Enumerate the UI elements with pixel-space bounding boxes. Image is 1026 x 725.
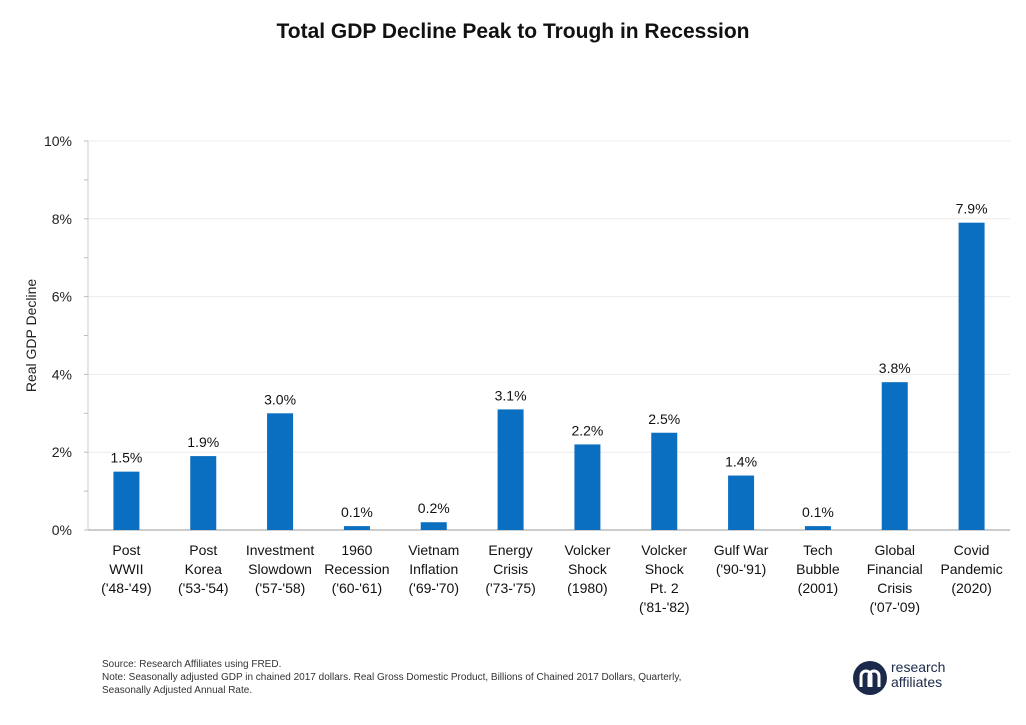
bar-chart: 0% 2% 4% 6% 8% 10% Real GDP Decline 1.5% Post WWI… bbox=[23, 133, 1010, 615]
bar bbox=[958, 222, 985, 530]
x-tick-label: Pt. 2 bbox=[650, 580, 679, 596]
data-label: 2.5% bbox=[648, 411, 680, 427]
x-tick-label: ('69-'70) bbox=[409, 580, 459, 596]
y-tick-label: 10% bbox=[44, 133, 72, 149]
x-tick-label: Volcker bbox=[564, 542, 610, 558]
x-tick-label: (2020) bbox=[951, 580, 991, 596]
data-label: 7.9% bbox=[956, 201, 988, 217]
bar bbox=[804, 526, 831, 530]
x-tick-label: (1980) bbox=[567, 580, 607, 596]
data-label: 2.2% bbox=[571, 422, 603, 438]
data-label: 3.0% bbox=[264, 391, 296, 407]
x-tick-label: Post bbox=[189, 542, 217, 558]
bar bbox=[574, 444, 601, 530]
data-label: 0.1% bbox=[341, 504, 373, 520]
x-tick-label: Global bbox=[875, 542, 915, 558]
x-tick-label: WWII bbox=[109, 561, 143, 577]
x-tick-label: ('90-'91) bbox=[716, 561, 766, 577]
x-tick-label: Energy bbox=[488, 542, 532, 558]
bar bbox=[728, 475, 755, 530]
y-tick-label: 4% bbox=[52, 366, 72, 382]
bar bbox=[420, 522, 447, 530]
research-affiliates-logo: research affiliates bbox=[850, 658, 970, 698]
research-affiliates-logo-icon bbox=[853, 661, 887, 695]
x-tick-label: Financial bbox=[867, 561, 923, 577]
x-tick-label: Investment bbox=[246, 542, 315, 558]
x-tick-label: Korea bbox=[185, 561, 223, 577]
x-tick-label: ('60-'61) bbox=[332, 580, 382, 596]
x-tick-label: Bubble bbox=[796, 561, 840, 577]
source-text: Source: Research Affiliates using FRED. bbox=[102, 659, 282, 670]
bar bbox=[343, 526, 370, 530]
y-axis-label: Real GDP Decline bbox=[23, 279, 39, 393]
x-tick-label: ('81-'82) bbox=[639, 599, 689, 615]
data-label: 1.9% bbox=[187, 434, 219, 450]
x-tick-label: Shock bbox=[568, 561, 608, 577]
x-tick-label: Volcker bbox=[641, 542, 687, 558]
bar bbox=[881, 382, 908, 530]
data-label: 1.4% bbox=[725, 454, 757, 470]
x-tick-label: ('48-'49) bbox=[101, 580, 151, 596]
bar bbox=[190, 456, 217, 530]
x-tick-label: ('07-'09) bbox=[870, 599, 920, 615]
x-tick-label: Pandemic bbox=[940, 561, 1002, 577]
x-tick-label: Gulf War bbox=[714, 542, 769, 558]
x-tick-label: Inflation bbox=[409, 561, 458, 577]
x-tick-label: Covid bbox=[954, 542, 990, 558]
x-tick-label: Vietnam bbox=[408, 542, 459, 558]
note-text-line2: Seasonally Adjusted Annual Rate. bbox=[102, 685, 253, 696]
x-tick-label: Crisis bbox=[493, 561, 528, 577]
footnote: Source: Research Affiliates using FRED. … bbox=[102, 658, 681, 697]
logo-text-affiliates: affiliates bbox=[891, 674, 943, 690]
x-tick-label: ('57-'58) bbox=[255, 580, 305, 596]
x-tick-label: Post bbox=[112, 542, 140, 558]
chart-title: Total GDP Decline Peak to Trough in Rece… bbox=[276, 20, 750, 43]
data-label: 0.1% bbox=[802, 504, 834, 520]
x-tick-label: ('53-'54) bbox=[178, 580, 228, 596]
x-tick-label: Shock bbox=[645, 561, 685, 577]
x-tick-label: Recession bbox=[324, 561, 389, 577]
data-label: 1.5% bbox=[110, 450, 142, 466]
data-label: 3.8% bbox=[879, 360, 911, 376]
logo-text-research: research bbox=[891, 659, 946, 675]
x-tick-label: Slowdown bbox=[248, 561, 312, 577]
data-label: 0.2% bbox=[418, 500, 450, 516]
x-tick-label: Tech bbox=[803, 542, 833, 558]
x-tick-label: Crisis bbox=[877, 580, 912, 596]
x-tick-label: ('73-'75) bbox=[485, 580, 535, 596]
data-label: 3.1% bbox=[495, 387, 527, 403]
y-tick-label: 2% bbox=[52, 444, 72, 460]
bar bbox=[267, 413, 294, 530]
x-tick-label: 1960 bbox=[341, 542, 372, 558]
bar bbox=[651, 432, 678, 530]
bar bbox=[113, 471, 140, 530]
y-tick-label: 0% bbox=[52, 522, 72, 538]
bar bbox=[497, 409, 524, 530]
y-tick-label: 8% bbox=[52, 211, 72, 227]
x-tick-label: (2001) bbox=[798, 580, 838, 596]
note-text-line1: Note: Seasonally adjusted GDP in chained… bbox=[102, 672, 682, 683]
y-tick-label: 6% bbox=[52, 289, 72, 305]
